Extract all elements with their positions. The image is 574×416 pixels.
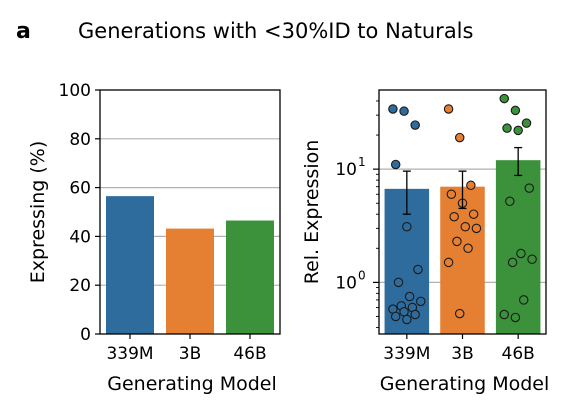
- bar-3b: [166, 228, 214, 334]
- figure-title: Generations with <30%ID to Naturals: [78, 19, 473, 43]
- data-point: [518, 295, 529, 305]
- data-point: [502, 123, 512, 133]
- data-point: [443, 104, 454, 114]
- y-tick-exponent: 1: [358, 155, 366, 169]
- bar-46b: [495, 160, 541, 334]
- data-point: [507, 257, 518, 268]
- data-point: [410, 120, 420, 130]
- y-tick-label: 10: [335, 160, 357, 180]
- data-point: [466, 180, 476, 191]
- x-axis-label: Generating Model: [107, 373, 277, 395]
- data-point: [499, 93, 509, 104]
- y-tick-label: 40: [69, 227, 91, 247]
- data-point: [460, 221, 471, 232]
- y-tick-label: 20: [69, 276, 91, 296]
- data-point: [413, 264, 423, 275]
- y-tick-label: 0: [80, 325, 91, 345]
- data-point: [390, 159, 401, 170]
- y-tick-label: 100: [59, 81, 91, 101]
- data-point: [468, 209, 479, 219]
- y-tick-exponent: 0: [358, 268, 366, 282]
- y-axis-label: Rel. Expression: [301, 140, 323, 285]
- data-point: [449, 211, 459, 222]
- y-tick-label: 60: [69, 179, 91, 199]
- y-tick-label: 80: [69, 130, 91, 150]
- data-point: [510, 105, 521, 116]
- data-point: [390, 311, 401, 322]
- data-point: [402, 314, 412, 325]
- panel-label: a: [16, 19, 31, 44]
- x-tick-label: 3B: [179, 344, 201, 364]
- data-point: [402, 221, 412, 232]
- data-point: [452, 236, 462, 247]
- y-axis-label: Expressing (%): [27, 141, 49, 284]
- bar-46b: [226, 220, 274, 334]
- data-point: [446, 189, 457, 200]
- data-point: [454, 308, 465, 319]
- y-tick-label: 10: [335, 273, 357, 293]
- x-tick-label: 339M: [383, 344, 430, 364]
- data-point: [454, 132, 465, 143]
- data-point: [499, 309, 509, 320]
- data-point: [399, 307, 409, 317]
- data-point: [443, 257, 454, 268]
- data-point: [388, 104, 398, 114]
- data-point: [410, 309, 420, 320]
- data-point: [505, 196, 515, 207]
- data-point: [471, 223, 482, 234]
- data-point: [510, 312, 521, 323]
- data-point: [513, 125, 523, 136]
- data-point: [393, 277, 404, 288]
- data-point: [527, 254, 537, 265]
- x-tick-label: 339M: [106, 344, 153, 364]
- data-point: [415, 296, 426, 307]
- data-point: [404, 291, 415, 302]
- x-tick-label: 46B: [502, 344, 535, 364]
- data-point: [399, 106, 409, 116]
- data-point: [524, 183, 535, 193]
- data-point: [516, 248, 526, 259]
- expressing-bar-chart: 0 20 40 60 80 100 339M 3B 46B Generating Model Exp…: [27, 81, 281, 395]
- x-tick-label: 46B: [233, 344, 266, 364]
- data-point: [521, 118, 532, 128]
- bar-339m: [106, 196, 154, 334]
- x-axis-label: Generating Model: [380, 373, 550, 395]
- x-tick-label: 3B: [451, 344, 473, 364]
- data-point: [463, 243, 473, 254]
